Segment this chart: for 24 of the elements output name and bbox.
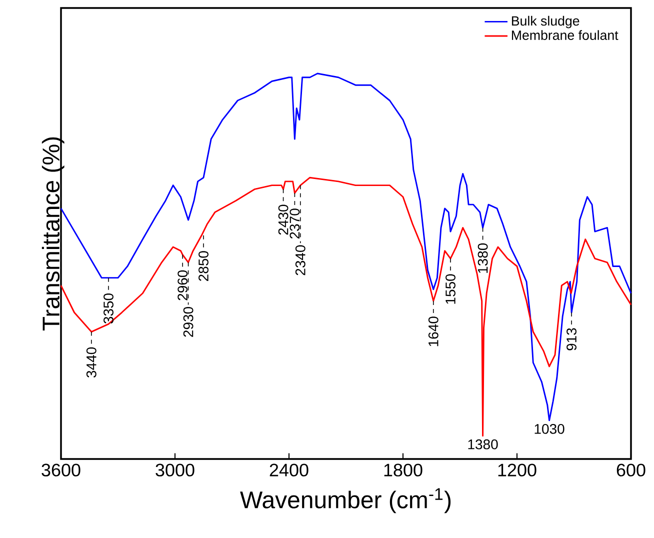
x-tick-label: 3600	[42, 464, 80, 476]
annotation: 3350	[104, 293, 114, 324]
x-tick-label: 2400	[270, 464, 308, 476]
legend-label: Bulk sludge	[512, 16, 580, 28]
annotation: 2370	[290, 208, 300, 239]
annotation: 2430	[278, 204, 288, 235]
annotation: 1030	[534, 424, 564, 434]
x-tick-label: 1200	[498, 464, 536, 476]
annotation: 2960	[178, 270, 188, 300]
annotation: 1640	[428, 316, 438, 346]
annotation: 3440	[86, 347, 96, 378]
y-axis-title: Transmittance (%)	[42, 137, 64, 331]
annotation: 1380	[478, 243, 488, 273]
annotation: 913	[566, 328, 576, 350]
annotation: 1380	[468, 439, 498, 450]
annotation: 2930	[183, 306, 194, 337]
x-tick-label: 600	[616, 464, 646, 476]
legend-label: Membrane foulant	[512, 30, 618, 40]
x-axis-title: Wavenumber (cm$^{-1}$)	[240, 488, 451, 514]
annotation: 2340	[295, 245, 306, 276]
x-tick-label: 1800	[384, 464, 422, 476]
annotation: 1550	[446, 274, 456, 304]
x-tick-label: 3000	[156, 464, 194, 476]
annotation: 2850	[198, 251, 208, 281]
